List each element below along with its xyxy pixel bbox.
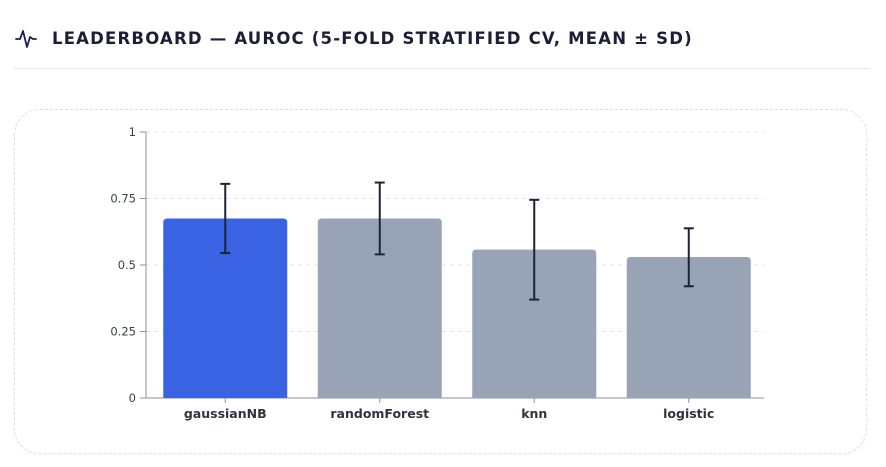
x-tick-label: randomForest — [330, 406, 429, 421]
x-tick-label: gaussianNB — [184, 406, 267, 421]
y-tick-label: 1 — [129, 125, 136, 139]
chart-header: LEADERBOARD — AUROC (5-FOLD STRATIFIED C… — [14, 22, 693, 54]
bar-randomForest — [317, 218, 442, 398]
error-bars — [220, 181, 694, 301]
x-tick-label: logistic — [663, 406, 714, 421]
x-tick-label: knn — [521, 406, 547, 421]
y-tick-label: 0.5 — [118, 258, 136, 272]
activity-icon — [14, 26, 38, 50]
bar-knn — [472, 249, 597, 398]
bars — [163, 218, 751, 398]
y-tick-label: 0 — [129, 391, 136, 405]
bar-logistic — [626, 257, 751, 398]
chart-title: LEADERBOARD — AUROC (5-FOLD STRATIFIED C… — [52, 28, 693, 48]
axis-labels: 0 0.25 0.5 0.75 1 gaussianNB randomForest knn lo… — [110, 125, 714, 421]
y-tick-label: 0.75 — [110, 192, 136, 206]
bar-gaussianNB — [163, 218, 288, 398]
y-tick-label: 0.25 — [110, 325, 136, 339]
header-divider — [14, 68, 870, 69]
